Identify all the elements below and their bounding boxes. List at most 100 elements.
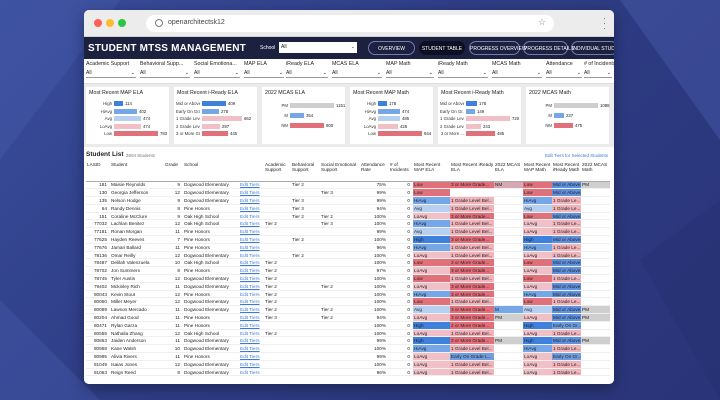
nav-individual-student[interactable]: INDIVIDUAL STUDENT bbox=[571, 41, 614, 55]
edit-tiers-link[interactable]: Edit Tiers bbox=[239, 266, 264, 276]
card-bar-row[interactable]: NM 900 bbox=[264, 123, 343, 129]
column-header[interactable]: Most Recent iReady Math bbox=[552, 162, 581, 182]
nav-overview[interactable]: OVERVIEW bbox=[368, 41, 415, 55]
card-bar-row[interactable]: NM 475 bbox=[528, 123, 607, 129]
card-bar-row[interactable]: 1 Grade Level... 662 bbox=[176, 116, 255, 122]
card-bar-row[interactable]: 1 Grade Lev... 720 bbox=[440, 116, 519, 122]
filter-select[interactable]: All ⌄ bbox=[286, 70, 328, 78]
filter-select[interactable]: All ⌄ bbox=[546, 70, 582, 78]
edit-tiers-link[interactable]: Edit Tiers bbox=[239, 196, 264, 205]
filter-select[interactable]: All ⌄ bbox=[86, 70, 136, 78]
card-bar-row[interactable]: 3 or More Gr... 445 bbox=[176, 131, 255, 137]
column-header[interactable]: Most Recent MAP ELA bbox=[413, 162, 450, 182]
edit-tiers-link[interactable]: Edit Tiers bbox=[239, 219, 264, 229]
table-row[interactable]: 80958 Kane Walsh 10 Dogwood Elementary Edit … bbox=[86, 344, 610, 354]
edit-tiers-link[interactable]: Edit Tiers bbox=[239, 321, 264, 330]
filter-select[interactable]: All ⌄ bbox=[140, 70, 190, 78]
filter-select[interactable]: All ⌄ bbox=[584, 70, 612, 78]
edit-selected-tiers-link[interactable]: Edit Tiers for Selected Students bbox=[544, 153, 608, 158]
card-bar-row[interactable]: Early On Grade 278 bbox=[176, 108, 255, 115]
table-row[interactable]: 77676 Jamari Ballard 11 Pine Honors Edit Tie… bbox=[86, 243, 610, 252]
table-row[interactable]: 77032 Lachlan Benitez 12 Oak High School Edi… bbox=[86, 219, 610, 229]
filter-select[interactable]: All ⌄ bbox=[332, 70, 382, 78]
table-row[interactable]: 80204 Ahmad Good 11 Pine Honors Edit Tiers Ti… bbox=[86, 313, 610, 322]
edit-tiers-link[interactable]: Edit Tiers bbox=[239, 336, 264, 346]
column-header[interactable]: Most Recent iReady ELA bbox=[450, 162, 494, 182]
browser-menu-icon[interactable]: · · · bbox=[603, 13, 606, 33]
column-header[interactable]: 2022 MCAS ELA bbox=[494, 162, 523, 182]
table-row[interactable]: 130 Georgia Jefferson 12 Dogwood Elementary… bbox=[86, 188, 610, 198]
bookmark-star-icon[interactable]: ☆ bbox=[537, 17, 546, 27]
column-header[interactable]: Student bbox=[110, 162, 164, 182]
edit-tiers-link[interactable]: Edit Tiers bbox=[239, 227, 264, 237]
table-row[interactable]: 64 Randy Dennis 8 Pine Honors Edit Tiers Tier… bbox=[86, 204, 610, 213]
card-bar-row[interactable]: Early On Gr... 149 bbox=[440, 108, 519, 115]
table-row[interactable]: 80555 Nathalia Zhang 12 Oak High School Edit… bbox=[86, 329, 610, 338]
column-header[interactable]: LASID bbox=[86, 162, 110, 182]
table-row[interactable]: 77181 Ronan Morgan 11 Pine Honors Edit Tiers… bbox=[86, 227, 610, 237]
table-row[interactable]: 78702 Jon Summers 8 Pine Honors Edit Tiers Ti… bbox=[86, 266, 610, 276]
filter-select[interactable]: All ⌄ bbox=[244, 70, 284, 78]
column-header[interactable]: Most Recent MAP Math bbox=[523, 162, 552, 182]
filter-select[interactable]: All ⌄ bbox=[386, 70, 434, 78]
card-bar-row[interactable]: 3 or More ... 485 bbox=[440, 131, 519, 137]
edit-tiers-link[interactable]: Edit Tiers bbox=[239, 297, 264, 307]
table-row[interactable]: 81049 Isaias Jones 12 Dogwood Elementary Edi… bbox=[86, 360, 610, 369]
address-bar[interactable]: openarchitectsk12 ☆ bbox=[146, 15, 554, 32]
edit-tiers-link[interactable]: Edit Tiers bbox=[239, 282, 264, 291]
maximize-window-button[interactable] bbox=[118, 19, 126, 27]
edit-tiers-link[interactable]: Edit Tiers bbox=[239, 204, 264, 213]
table-row[interactable]: 81063 Reign Reed 8 Dogwood Elementary Edit T… bbox=[86, 368, 610, 377]
column-header[interactable]: Academic Support bbox=[264, 162, 291, 182]
nav-progress-details[interactable]: PROGRESS DETAILS bbox=[523, 41, 574, 55]
column-header[interactable]: Attendance Rate bbox=[360, 162, 389, 182]
column-header[interactable]: 2022 MCAS Math bbox=[581, 162, 610, 182]
card-bar-row[interactable]: High 178 bbox=[352, 101, 431, 107]
table-row[interactable]: 77625 Hayden Reeves 7 Pine Honors Edit Tiers… bbox=[86, 235, 610, 244]
card-bar-row[interactable]: Mid or Above... 178 bbox=[440, 101, 519, 107]
table-row[interactable]: 80050 Miller Meyer 12 Dogwood Elementary Edi… bbox=[86, 297, 610, 307]
edit-tiers-link[interactable]: Edit Tiers bbox=[239, 188, 264, 198]
card-bar-row[interactable]: Mid or Above G... 409 bbox=[176, 101, 255, 107]
table-row[interactable]: 181 Maisie Reynolds 9 Dogwood Elementary Edi… bbox=[86, 181, 610, 190]
card-bar-row[interactable]: HiAvg 474 bbox=[352, 108, 431, 115]
table-row[interactable]: 80863 Jaiden Anderson 11 Dogwood Elementary… bbox=[86, 336, 610, 346]
edit-tiers-link[interactable]: Edit Tiers bbox=[239, 352, 264, 361]
card-bar-row[interactable]: PM 1151 bbox=[264, 103, 345, 109]
card-bar-row[interactable]: High 114 bbox=[88, 101, 167, 107]
table-row[interactable]: 78487 Delilah Valenzuela 10 Oak High School… bbox=[86, 258, 610, 268]
edit-tiers-link[interactable]: Edit Tiers bbox=[239, 181, 264, 190]
table-row[interactable]: 78745 Tyler Austin 12 Dogwood Elementary Edi… bbox=[86, 274, 610, 283]
card-bar-row[interactable]: M 237 bbox=[528, 113, 607, 119]
edit-tiers-link[interactable]: Edit Tiers bbox=[239, 344, 264, 354]
column-header[interactable] bbox=[239, 162, 264, 182]
card-bar-row[interactable]: LoAvg 474 bbox=[88, 123, 167, 130]
minimize-window-button[interactable] bbox=[106, 19, 114, 27]
nav-progress-overview[interactable]: PROGRESS OVERVIEW bbox=[469, 41, 527, 55]
edit-tiers-link[interactable]: Edit Tiers bbox=[239, 274, 264, 283]
card-bar-row[interactable]: Low 783 bbox=[88, 131, 167, 137]
table-row[interactable]: 151 Coraline McClure 9 Oak High School Edit … bbox=[86, 212, 610, 221]
edit-tiers-link[interactable]: Edit Tiers bbox=[239, 329, 264, 338]
edit-tiers-link[interactable]: Edit Tiers bbox=[239, 235, 264, 244]
edit-tiers-link[interactable]: Edit Tiers bbox=[239, 251, 264, 260]
table-row[interactable]: 80471 Rylan Garza 11 Pine Honors Edit Tiers 1… bbox=[86, 321, 610, 330]
edit-tiers-link[interactable]: Edit Tiers bbox=[239, 305, 264, 315]
filter-select[interactable]: All ⌄ bbox=[492, 70, 542, 78]
school-select[interactable]: All ⌄ bbox=[279, 42, 357, 53]
table-row[interactable]: 78136 Omar Reilly 12 Dogwood Elementary Edit… bbox=[86, 251, 610, 260]
card-bar-row[interactable]: PM 1088 bbox=[528, 103, 610, 109]
close-window-button[interactable] bbox=[94, 19, 102, 27]
card-bar-row[interactable]: Avg 485 bbox=[352, 116, 431, 122]
card-bar-row[interactable]: Low 944 bbox=[352, 131, 431, 137]
column-header[interactable]: Behavioral Support bbox=[291, 162, 320, 182]
column-header[interactable]: Grade bbox=[164, 162, 183, 182]
table-row[interactable]: 80043 Kevin Stout 12 Pine Honors Edit Tiers T… bbox=[86, 290, 610, 299]
card-bar-row[interactable]: 2 Grade Level... 297 bbox=[176, 123, 255, 130]
edit-tiers-link[interactable]: Edit Tiers bbox=[239, 212, 264, 221]
filter-select[interactable]: All ⌄ bbox=[438, 70, 488, 78]
table-row[interactable]: 79402 Mckinley Rich 11 Dogwood Elementary Ed… bbox=[86, 282, 610, 291]
card-bar-row[interactable]: HiAvg 402 bbox=[88, 108, 167, 115]
table-row[interactable]: 135 Nelson Hodge 9 Dogwood Elementary Edit T… bbox=[86, 196, 610, 205]
table-row[interactable]: 80995 Alivia Rivers 11 Pine Honors Edit Tier… bbox=[86, 352, 610, 361]
